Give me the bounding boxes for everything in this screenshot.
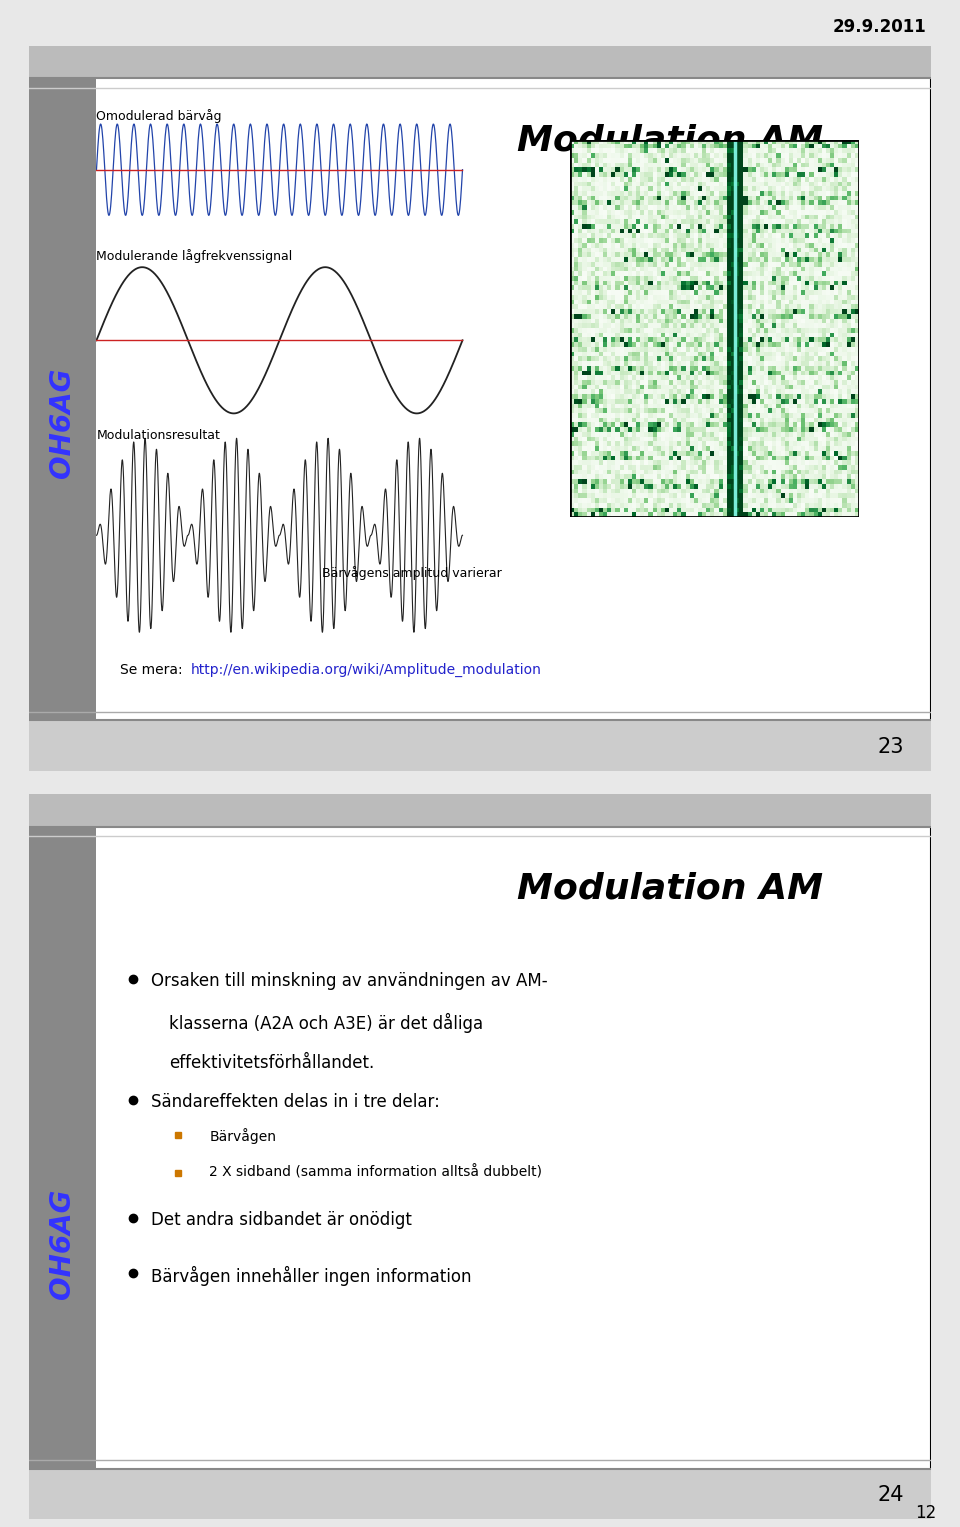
Text: Bärvågen: Bärvågen — [209, 1127, 276, 1144]
Text: 23: 23 — [877, 738, 904, 757]
Text: 2 X sidband (samma information alltså dubbelt): 2 X sidband (samma information alltså du… — [209, 1165, 542, 1180]
Text: Bärvågens amplitud varierar: Bärvågens amplitud varierar — [322, 565, 501, 580]
Bar — [29, 78, 96, 721]
Text: 29.9.2011: 29.9.2011 — [832, 18, 926, 37]
Text: Modulerande lågfrekvenssignal: Modulerande lågfrekvenssignal — [96, 249, 293, 263]
Text: Modulationsresultat: Modulationsresultat — [96, 429, 221, 441]
Bar — [29, 721, 931, 771]
Text: Se mera:: Se mera: — [120, 663, 187, 676]
Text: Sändareffekten delas in i tre delar:: Sändareffekten delas in i tre delar: — [151, 1093, 440, 1110]
Bar — [29, 46, 931, 78]
Text: Orsaken till minskning av användningen av AM-: Orsaken till minskning av användningen a… — [151, 971, 547, 989]
Text: Modulation AM: Modulation AM — [516, 872, 823, 906]
Bar — [29, 826, 96, 1469]
Text: effektivitetsförhållandet.: effektivitetsförhållandet. — [169, 1055, 374, 1072]
Text: OH6AG: OH6AG — [48, 368, 76, 478]
Text: Det andra sidbandet är onödigt: Det andra sidbandet är onödigt — [151, 1211, 412, 1229]
Bar — [29, 794, 931, 826]
Text: Bärvågen innehåller ingen information: Bärvågen innehåller ingen information — [151, 1266, 471, 1286]
Text: 12: 12 — [915, 1504, 936, 1522]
Text: 24: 24 — [877, 1486, 904, 1506]
Text: klasserna (A2A och A3E) är det dåliga: klasserna (A2A och A3E) är det dåliga — [169, 1012, 483, 1034]
Text: Omodulerad bärvåg: Omodulerad bärvåg — [96, 108, 222, 122]
Text: http://en.wikipedia.org/wiki/Amplitude_modulation: http://en.wikipedia.org/wiki/Amplitude_m… — [190, 663, 541, 678]
Text: Modulation AM: Modulation AM — [516, 124, 823, 157]
Bar — [29, 1469, 931, 1519]
Text: OH6AG: OH6AG — [48, 1188, 76, 1299]
